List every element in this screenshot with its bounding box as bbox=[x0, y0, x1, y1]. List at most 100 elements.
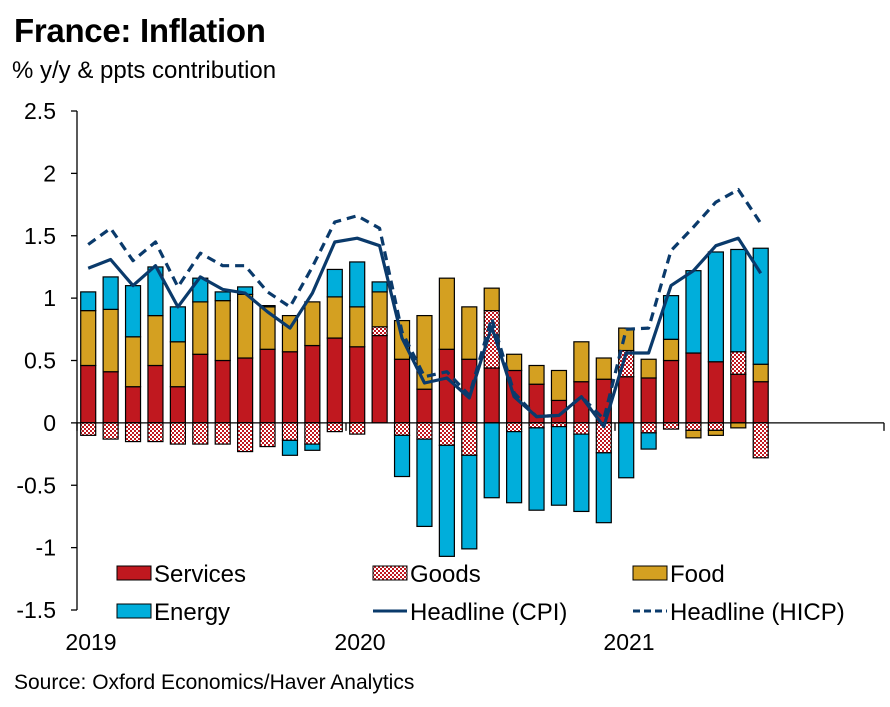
legend-swatch bbox=[632, 565, 668, 581]
legend-item-headline-hicp: Headline (HICP) bbox=[633, 599, 845, 626]
bar-goods bbox=[640, 422, 657, 434]
bar-services bbox=[752, 381, 769, 424]
bar-services bbox=[618, 376, 635, 424]
bar-energy bbox=[640, 432, 657, 450]
bar-services bbox=[214, 359, 231, 424]
bar-goods bbox=[573, 422, 590, 435]
bar-services bbox=[192, 353, 209, 424]
bar-goods bbox=[349, 422, 366, 435]
bar-energy bbox=[550, 426, 568, 506]
bar-group bbox=[461, 306, 478, 550]
bar-energy bbox=[752, 247, 769, 365]
legend-item-goods: Goods bbox=[372, 561, 481, 588]
legend: Services Goods Food Energy Headline (CPI) Hea… bbox=[116, 561, 845, 626]
bar-goods bbox=[326, 422, 343, 433]
bar-food bbox=[730, 422, 747, 429]
bar-goods bbox=[192, 422, 209, 445]
legend-label: Headline (CPI) bbox=[410, 599, 567, 626]
bar-food bbox=[326, 296, 343, 339]
x-tick-label: 2019 bbox=[65, 629, 116, 655]
bar-goods bbox=[662, 422, 680, 430]
bar-goods bbox=[393, 422, 411, 436]
chart-subtitle: % y/y & ppts contribution bbox=[12, 57, 277, 84]
bar-group bbox=[147, 266, 164, 443]
bar-services bbox=[281, 351, 299, 424]
y-tick-label: -0.5 bbox=[16, 472, 56, 498]
bar-services bbox=[326, 337, 343, 424]
legend-label: Services bbox=[154, 561, 246, 588]
bar-services bbox=[662, 359, 680, 424]
bar-services bbox=[259, 348, 276, 424]
bar-food bbox=[662, 338, 680, 362]
bar-energy bbox=[393, 434, 411, 478]
bar-services bbox=[730, 373, 747, 424]
bar-goods bbox=[506, 422, 523, 433]
bar-group bbox=[550, 369, 568, 506]
bar-food bbox=[349, 306, 366, 348]
bar-energy bbox=[80, 291, 97, 312]
bar-food bbox=[124, 336, 142, 388]
bar-food bbox=[416, 314, 433, 390]
bar-services bbox=[483, 367, 500, 424]
bar-energy bbox=[595, 452, 612, 524]
bar-energy bbox=[730, 248, 747, 353]
x-axis bbox=[76, 422, 885, 431]
bar-group bbox=[573, 341, 590, 513]
bar-energy bbox=[685, 270, 702, 354]
bar-group bbox=[618, 327, 635, 479]
bar-services bbox=[237, 357, 254, 424]
bar-energy bbox=[349, 261, 366, 308]
bar-group bbox=[685, 270, 702, 439]
bar-group bbox=[124, 285, 142, 443]
legend-item-energy: Energy bbox=[116, 599, 230, 626]
y-axis: 2.5 2 1.5 1 0.5 0 -0.5 -1 -1.5 bbox=[16, 98, 78, 623]
bar-group bbox=[349, 261, 366, 435]
bar-group bbox=[528, 364, 545, 511]
bar-services bbox=[147, 364, 164, 424]
bar-goods bbox=[259, 422, 276, 448]
legend-item-services: Services bbox=[116, 561, 246, 588]
bar-food bbox=[707, 429, 724, 436]
legend-label: Energy bbox=[154, 599, 230, 626]
bar-group bbox=[752, 247, 769, 459]
x-tick-labels: 2019 2020 2021 bbox=[65, 629, 654, 655]
bar-food bbox=[169, 341, 186, 388]
y-tick-label: -1.5 bbox=[16, 597, 56, 623]
bar-energy bbox=[416, 438, 433, 528]
bar-group bbox=[371, 281, 388, 424]
bar-energy bbox=[483, 422, 500, 499]
bar-services bbox=[371, 334, 388, 424]
bar-energy bbox=[618, 422, 635, 479]
bar-goods bbox=[147, 422, 164, 443]
bar-goods bbox=[416, 422, 433, 440]
bar-goods bbox=[438, 422, 455, 446]
legend-label: Goods bbox=[410, 561, 481, 588]
bar-goods bbox=[528, 422, 545, 429]
bar-energy bbox=[662, 295, 680, 340]
lines-layer bbox=[87, 188, 763, 429]
legend-swatch bbox=[372, 565, 408, 581]
y-tick-label: 0.5 bbox=[24, 348, 56, 374]
bar-group bbox=[416, 314, 433, 528]
bar-group bbox=[237, 286, 254, 453]
bar-goods bbox=[371, 326, 388, 337]
bar-food bbox=[147, 314, 164, 367]
bar-food bbox=[640, 358, 657, 379]
bar-food bbox=[80, 310, 97, 367]
bar-goods bbox=[730, 351, 747, 375]
y-tick-label: 2.5 bbox=[24, 98, 56, 124]
bar-group bbox=[662, 295, 680, 430]
bar-energy bbox=[573, 433, 590, 513]
bar-food bbox=[438, 277, 455, 350]
bar-food bbox=[550, 369, 568, 402]
bar-energy bbox=[438, 444, 455, 557]
bar-goods bbox=[707, 422, 724, 431]
bar-food bbox=[461, 306, 478, 360]
bar-services bbox=[640, 377, 657, 424]
bar-goods bbox=[169, 422, 186, 445]
bar-goods bbox=[124, 422, 142, 443]
x-tick-label: 2020 bbox=[334, 629, 385, 655]
bar-energy bbox=[707, 251, 724, 363]
bar-food bbox=[595, 357, 612, 380]
